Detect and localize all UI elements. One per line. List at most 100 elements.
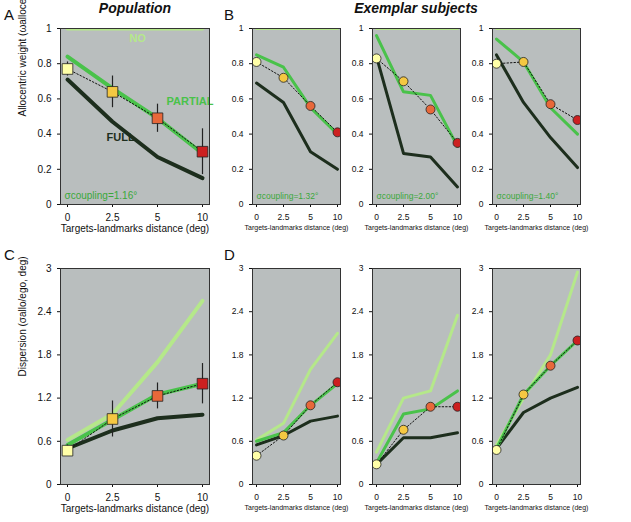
svg-text:0.8: 0.8: [232, 58, 244, 68]
svg-text:10: 10: [197, 212, 209, 223]
svg-text:0: 0: [254, 492, 259, 502]
svg-text:5: 5: [548, 492, 553, 502]
svg-text:1: 1: [239, 23, 244, 33]
svg-text:10: 10: [453, 212, 463, 222]
svg-text:1.2: 1.2: [232, 393, 244, 403]
svg-text:Targets-landmarks distance (de: Targets-landmarks distance (deg): [245, 504, 349, 512]
svg-text:3: 3: [479, 263, 484, 273]
svg-text:2.5: 2.5: [106, 492, 120, 503]
svg-text:2.4: 2.4: [232, 306, 244, 316]
svg-text:0: 0: [374, 492, 379, 502]
svg-text:1: 1: [479, 23, 484, 33]
svg-text:Targets-landmarks distance (de: Targets-landmarks distance (deg): [485, 224, 589, 232]
html-text:Population: Population: [98, 0, 172, 16]
svg-text:0.6: 0.6: [472, 436, 484, 446]
svg-text:Targets-landmarks distance (de: Targets-landmarks distance (deg): [245, 224, 349, 232]
svg-text:10: 10: [453, 492, 463, 502]
svg-text:0.4: 0.4: [352, 129, 364, 139]
svg-text:0.6: 0.6: [38, 93, 52, 104]
svg-text:0: 0: [65, 492, 71, 503]
svg-text:Allocentric weight (ωallocentr: Allocentric weight (ωallocentric): [17, 0, 28, 117]
svg-text:3: 3: [359, 263, 364, 273]
svg-text:Dispersion (σallo/ego, deg): Dispersion (σallo/ego, deg): [17, 256, 28, 376]
svg-text:1.8: 1.8: [472, 350, 484, 360]
svg-text:2.5: 2.5: [518, 212, 530, 222]
svg-text:1.2: 1.2: [38, 392, 52, 403]
svg-text:0.6: 0.6: [472, 94, 484, 104]
html-text:C: C: [4, 246, 15, 263]
svg-text:2.4: 2.4: [38, 306, 52, 317]
svg-text:Targets-landmarks distance (de: Targets-landmarks distance (deg): [61, 223, 209, 234]
svg-text:0.6: 0.6: [232, 436, 244, 446]
svg-text:5: 5: [155, 212, 161, 223]
svg-text:10: 10: [333, 492, 343, 502]
svg-text:10: 10: [573, 492, 583, 502]
svg-text:0: 0: [46, 199, 52, 210]
svg-text:0: 0: [239, 199, 244, 209]
svg-text:5: 5: [308, 212, 313, 222]
svg-text:10: 10: [197, 492, 209, 503]
svg-text:5: 5: [308, 492, 313, 502]
svg-text:σcoupling=2.00°: σcoupling=2.00°: [377, 191, 439, 201]
svg-text:1.2: 1.2: [352, 393, 364, 403]
svg-text:0: 0: [65, 212, 71, 223]
svg-text:0.2: 0.2: [352, 164, 364, 174]
svg-text:Targets-landmarks distance (de: Targets-landmarks distance (deg): [365, 504, 469, 512]
svg-text:1: 1: [46, 23, 52, 34]
svg-text:2.5: 2.5: [518, 492, 530, 502]
svg-text:0.4: 0.4: [472, 129, 484, 139]
svg-text:0: 0: [359, 199, 364, 209]
svg-text:2.4: 2.4: [472, 306, 484, 316]
svg-text:Targets-landmarks distance (de: Targets-landmarks distance (deg): [365, 224, 469, 232]
svg-text:5: 5: [428, 492, 433, 502]
svg-text:0: 0: [374, 212, 379, 222]
svg-text:NO: NO: [129, 32, 146, 44]
svg-text:σcoupling=1.16°: σcoupling=1.16°: [65, 190, 138, 201]
svg-text:0.6: 0.6: [352, 436, 364, 446]
svg-text:2.5: 2.5: [106, 212, 120, 223]
svg-text:0.2: 0.2: [232, 164, 244, 174]
svg-text:2.4: 2.4: [352, 306, 364, 316]
svg-text:0: 0: [479, 199, 484, 209]
svg-text:5: 5: [428, 212, 433, 222]
svg-text:2.5: 2.5: [398, 492, 410, 502]
svg-text:0: 0: [494, 212, 499, 222]
svg-text:Targets-landmarks distance (de: Targets-landmarks distance (deg): [61, 503, 209, 514]
svg-text:FULL: FULL: [107, 131, 135, 143]
svg-text:10: 10: [573, 212, 583, 222]
svg-text:1.8: 1.8: [352, 350, 364, 360]
svg-text:0.8: 0.8: [38, 58, 52, 69]
svg-text:1.8: 1.8: [232, 350, 244, 360]
svg-text:0.8: 0.8: [472, 58, 484, 68]
svg-text:0.2: 0.2: [472, 164, 484, 174]
svg-text:0: 0: [359, 479, 364, 489]
svg-text:σcoupling=1.32°: σcoupling=1.32°: [257, 191, 319, 201]
svg-text:5: 5: [548, 212, 553, 222]
svg-text:2.5: 2.5: [278, 212, 290, 222]
svg-text:3: 3: [239, 263, 244, 273]
svg-text:0: 0: [46, 479, 52, 490]
svg-text:1: 1: [359, 23, 364, 33]
svg-text:0.2: 0.2: [38, 164, 52, 175]
svg-text:0: 0: [479, 479, 484, 489]
svg-text:5: 5: [155, 492, 161, 503]
html-text:Exemplar subjects: Exemplar subjects: [354, 0, 478, 16]
svg-text:1.2: 1.2: [472, 393, 484, 403]
svg-text:0.6: 0.6: [352, 94, 364, 104]
svg-text:0.4: 0.4: [38, 128, 52, 139]
svg-text:0: 0: [494, 492, 499, 502]
svg-text:1.8: 1.8: [38, 349, 52, 360]
svg-text:0.6: 0.6: [38, 436, 52, 447]
svg-text:Targets-landmarks distance (de: Targets-landmarks distance (deg): [485, 504, 589, 512]
svg-text:0.4: 0.4: [232, 129, 244, 139]
svg-text:PARTIAL: PARTIAL: [167, 95, 214, 107]
svg-text:2.5: 2.5: [398, 212, 410, 222]
svg-text:0.6: 0.6: [232, 94, 244, 104]
svg-text:0.8: 0.8: [352, 58, 364, 68]
svg-text:10: 10: [333, 212, 343, 222]
svg-text:0: 0: [254, 212, 259, 222]
svg-text:0: 0: [239, 479, 244, 489]
svg-text:σcoupling=1.40°: σcoupling=1.40°: [497, 191, 559, 201]
svg-text:2.5: 2.5: [278, 492, 290, 502]
svg-text:3: 3: [46, 263, 52, 274]
